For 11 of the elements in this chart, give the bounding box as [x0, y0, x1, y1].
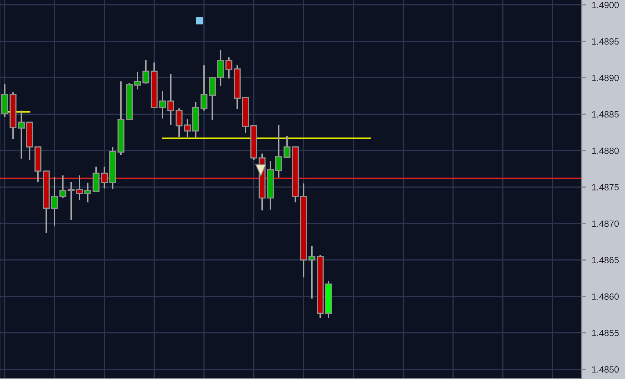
y-tick-label: 1.4850: [592, 366, 619, 373]
y-tick-label: 1.4860: [592, 294, 619, 300]
y-tick-label: 1.4885: [592, 111, 619, 118]
y-tick-label: 1.4865: [592, 257, 619, 264]
y-tick-label: 1.4875: [592, 184, 619, 191]
y-tick-label: 1.4895: [592, 38, 619, 45]
y-tick-label: 1.4855: [592, 330, 619, 336]
y-tick-label: 1.4870: [592, 220, 619, 228]
y-tick-label: 1.4880: [592, 148, 619, 154]
y-tick-label: 1.4900: [592, 2, 619, 8]
y-tick-label: 1.4890: [592, 74, 619, 82]
